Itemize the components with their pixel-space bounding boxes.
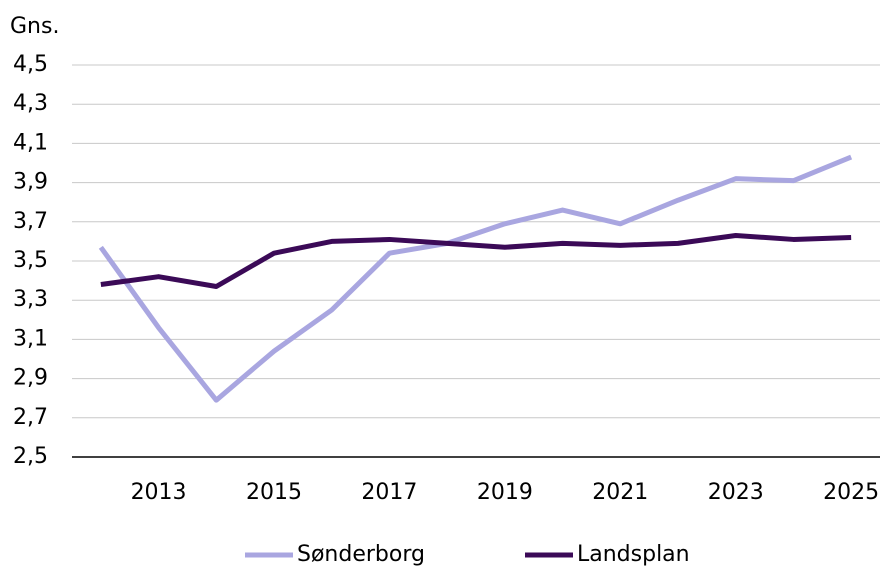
- y-tick-label: 4,5: [13, 52, 48, 77]
- legend-label: Sønderborg: [297, 542, 425, 567]
- legend-label: Landsplan: [577, 542, 690, 567]
- y-axis-label: Gns.: [10, 14, 59, 39]
- y-tick-label: 2,7: [13, 405, 48, 430]
- y-tick-label: 3,1: [13, 326, 48, 351]
- x-tick-label: 2021: [592, 480, 648, 505]
- y-tick-label: 3,3: [13, 287, 48, 312]
- y-tick-label: 4,3: [13, 91, 48, 116]
- series-line: [100, 233, 852, 289]
- x-tick-label: 2017: [361, 480, 417, 505]
- x-tick-label: 2019: [477, 480, 533, 505]
- x-tick-label: 2015: [246, 480, 302, 505]
- y-tick-label: 2,9: [13, 366, 48, 391]
- y-tick-label: 3,9: [13, 170, 48, 195]
- series-line: [98, 154, 853, 403]
- x-tick-label: 2025: [823, 480, 879, 505]
- y-tick-label: 3,5: [13, 248, 48, 273]
- y-tick-label: 3,7: [13, 209, 48, 234]
- x-tick-label: 2013: [131, 480, 187, 505]
- y-tick-label: 2,5: [13, 444, 48, 469]
- x-tick-label: 2023: [708, 480, 764, 505]
- y-tick-label: 4,1: [13, 130, 48, 155]
